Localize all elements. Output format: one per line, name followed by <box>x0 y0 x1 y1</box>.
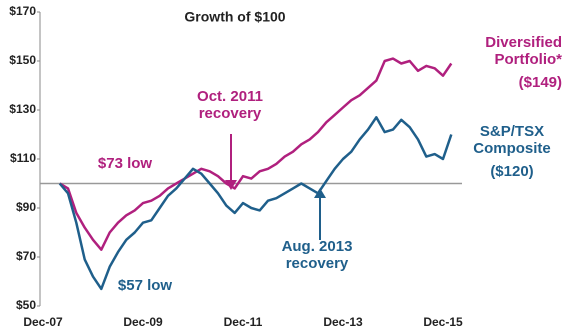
y-tick-label: $110 <box>10 151 36 165</box>
x-tick-label: Dec-15 <box>423 315 463 329</box>
y-tick-label: $130 <box>9 102 36 116</box>
arrowhead <box>225 180 237 190</box>
annotation: Aug. 2013 recovery <box>281 238 353 273</box>
legend-label: Diversified Portfolio* <box>485 34 562 69</box>
chart-title: Growth of $100 <box>184 9 285 25</box>
annotation: Oct. 2011 recovery <box>197 88 263 123</box>
annotation-text: $57 low <box>117 277 173 294</box>
y-tick-label: $70 <box>16 249 36 263</box>
x-tick-label: Dec-13 <box>323 315 363 329</box>
x-tick-label: Dec-09 <box>123 315 163 329</box>
legend-label-text: S&P/TSX Composite <box>473 123 551 158</box>
end-label: ($149) <box>518 74 562 91</box>
legend-label-text: Diversified Portfolio* <box>485 34 562 69</box>
end-label: ($120) <box>490 163 534 180</box>
annotation-text: Oct. 2011 recovery <box>197 88 263 123</box>
end-label-text: ($149) <box>518 74 562 91</box>
y-tick-label: $90 <box>16 200 36 214</box>
series-line <box>58 116 453 291</box>
x-tick-label: Dec-07 <box>23 315 63 329</box>
annotation-text: $73 low <box>97 155 153 172</box>
annotation: $57 low <box>117 277 173 294</box>
series-line <box>59 57 453 251</box>
y-tick-label: $150 <box>9 53 36 67</box>
y-tick-label: $50 <box>16 298 36 312</box>
annotation: $73 low <box>97 155 153 172</box>
x-tick-label: Dec-11 <box>224 315 263 329</box>
arrowhead <box>314 188 326 198</box>
annotation-text: Aug. 2013 recovery <box>281 238 353 273</box>
legend-label: S&P/TSX Composite <box>473 123 551 158</box>
end-label-text: ($120) <box>490 163 534 180</box>
y-tick-label: $170 <box>9 4 36 18</box>
